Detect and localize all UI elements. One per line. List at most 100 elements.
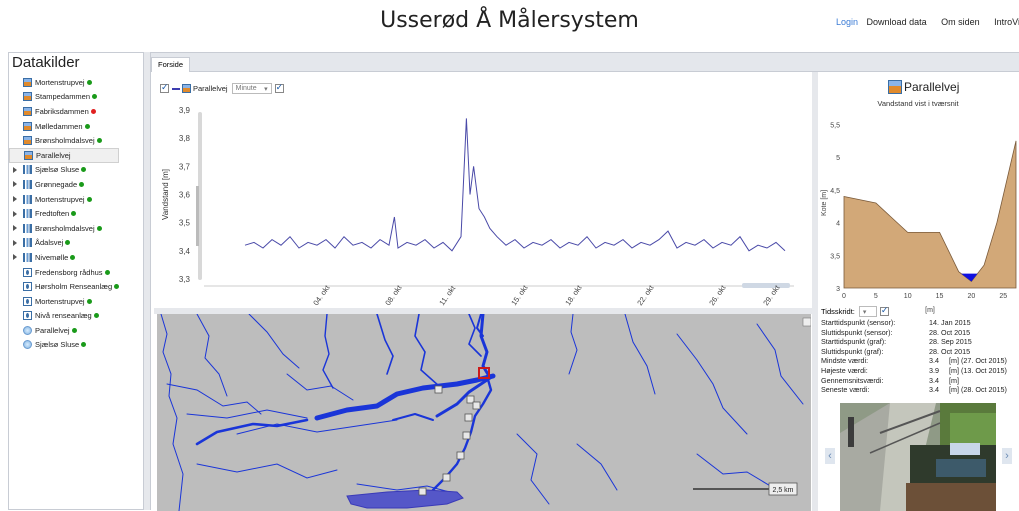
y-scrollbar-thumb <box>196 186 199 246</box>
photo-prev-button[interactable]: ‹ <box>825 448 835 464</box>
dam-icon <box>23 77 32 87</box>
detail-title-text: Parallelvej <box>904 80 960 94</box>
rain-gauge-icon <box>23 267 32 277</box>
sidebar-item[interactable]: Nivemølle <box>9 250 143 265</box>
sidebar-item[interactable]: Mortenstrupvej <box>9 75 143 90</box>
sidebar-item[interactable]: Brønsholmdalsvej <box>9 133 143 148</box>
interval-checkbox[interactable] <box>274 82 284 93</box>
sidebar-item[interactable]: Fredensborg rådhus <box>9 265 143 280</box>
station-photo[interactable] <box>840 403 996 511</box>
tab-forside[interactable]: Forside <box>151 57 191 72</box>
y-tick-label: 4,5 <box>830 188 840 195</box>
sidebar-item-label: Fabriksdammen <box>35 106 89 116</box>
photo-next-button[interactable]: › <box>1002 448 1012 464</box>
stats-value: 3.4 <box>929 375 939 385</box>
om-siden-link[interactable]: Om siden <box>941 17 980 27</box>
x-tick-label: 20 <box>968 293 976 300</box>
y-tick-label: 3 <box>836 286 840 293</box>
tidsskridt-label: Tidsskridt: <box>821 307 855 316</box>
bar-chart-icon <box>23 223 32 233</box>
sidebar-item[interactable]: Stampedammen <box>9 90 143 105</box>
expand-arrow-icon[interactable] <box>13 210 17 217</box>
river-map[interactable]: 2,5 km <box>157 314 811 511</box>
sidebar-item[interactable]: Parallelvej <box>9 323 143 338</box>
sidebar-item-label: Grønnegade <box>35 179 78 189</box>
dam-icon <box>182 84 191 93</box>
bar-chart-icon <box>23 194 32 204</box>
sidebar-item-label: Parallelvej <box>36 150 71 160</box>
map-main-river <box>195 314 496 492</box>
sidebar-item-label: Ådalsvej <box>35 238 64 248</box>
x-scrollbar <box>742 283 790 288</box>
stats-key: Højeste værdi: <box>821 365 868 375</box>
expand-arrow-icon[interactable] <box>13 181 17 188</box>
y-tick-label: 4 <box>836 221 840 228</box>
water-body <box>961 273 978 282</box>
expand-arrow-icon[interactable] <box>13 166 17 173</box>
sidebar-item[interactable]: Sjælsø Sluse <box>9 338 143 353</box>
status-dot <box>81 167 87 173</box>
y-tick-label: 5,5 <box>830 123 840 130</box>
dam-icon <box>23 121 32 131</box>
detail-splitter[interactable] <box>812 72 818 511</box>
sidebar-item[interactable]: Hørsholm Renseanlæg <box>9 279 143 294</box>
sidebar-item[interactable]: Mortenstrupvej <box>9 192 143 207</box>
introvideo-link[interactable]: IntroVideo <box>994 17 1019 27</box>
tidsskridt-select[interactable]: ▾ <box>858 306 877 317</box>
stats-key: Sluttidspunkt (sensor): <box>821 327 893 337</box>
main-panel: Forside Parallelvej Minute ▾ 3,3 3,4 3,5 3,… <box>150 52 1019 511</box>
dam-icon <box>24 150 33 160</box>
sidebar-item-label: Mortenstrupvej <box>35 194 85 204</box>
interval-select[interactable]: Minute ▾ <box>231 83 272 94</box>
sidebar-item[interactable]: Mølledammen <box>9 119 143 134</box>
stats-value: 28. Oct 2015 <box>929 346 971 356</box>
sidebar-item[interactable]: Parallelvej <box>9 147 119 163</box>
datakilder-tree: Mortenstrupvej Stampedammen Fabriksdammen M… <box>9 75 143 352</box>
expand-arrow-icon[interactable] <box>13 254 17 261</box>
sidebar-splitter[interactable] <box>144 52 150 510</box>
download-data-link[interactable]: Download data <box>866 17 927 27</box>
sidebar-item-label: Hørsholm Renseanlæg <box>35 282 113 292</box>
sidebar-item[interactable]: Ådalsvej <box>9 236 143 251</box>
stats-row: Mindste værdi: 3.4 [m] (27. Oct 2015) <box>821 356 1007 366</box>
sidebar-item[interactable]: Nivå renseanlæg <box>9 309 143 324</box>
stats-row: Sluttidspunkt (sensor): 28. Oct 2015 <box>821 328 1007 338</box>
sidebar-item[interactable]: Mortenstrupvej <box>9 294 143 309</box>
status-dot <box>84 123 90 129</box>
y-tick-label: 3,4 <box>179 247 191 256</box>
y-tick-label: 3,5 <box>830 253 840 260</box>
status-dot <box>86 196 92 202</box>
x-tick-label: 25 <box>999 293 1007 300</box>
sidebar-item-label: Mortenstrupvej <box>35 296 85 306</box>
expand-arrow-icon[interactable] <box>13 239 17 246</box>
tidsskridt-checkbox[interactable] <box>879 305 889 316</box>
weather-icon <box>23 340 32 350</box>
expand-arrow-icon[interactable] <box>13 225 17 232</box>
chart-map-splitter[interactable] <box>154 308 812 314</box>
status-dot <box>96 225 102 231</box>
river-map-canvas[interactable]: 2,5 km <box>157 314 811 511</box>
stats-unit: [m] (13. Oct 2015) <box>949 365 1007 375</box>
stats-row: Sluttidspunkt (graf): 28. Oct 2015 <box>821 347 1007 357</box>
series-checkbox[interactable] <box>160 82 169 93</box>
map-marker-selected[interactable] <box>478 367 490 379</box>
sidebar-item[interactable]: Fredtoften <box>9 206 143 221</box>
expand-arrow-icon[interactable] <box>13 196 17 203</box>
y-tick-label: 3,6 <box>179 191 191 200</box>
dam-icon <box>888 80 902 94</box>
dam-icon <box>23 106 32 116</box>
sidebar-item-label: Fredtoften <box>35 209 70 219</box>
fullscreen-icon[interactable] <box>802 317 811 327</box>
bar-chart-icon <box>23 238 32 248</box>
login-link[interactable]: Login <box>836 17 859 27</box>
status-dot <box>96 138 102 144</box>
sidebar-item[interactable]: Grønnegade <box>9 177 143 192</box>
y-axis-title: Vandstand [m] <box>161 169 170 220</box>
status-dot <box>71 327 77 333</box>
stats-row: Seneste værdi: 3.4 [m] (28. Oct 2015) <box>821 385 1007 395</box>
stats-row: Starttidspunkt (graf): 28. Sep 2015 <box>821 337 1007 347</box>
sidebar-item[interactable]: Fabriksdammen <box>9 104 143 119</box>
sidebar-item[interactable]: Brønsholmdalsvej <box>9 221 143 236</box>
sidebar-item[interactable]: Sjælsø Sluse <box>9 163 143 178</box>
